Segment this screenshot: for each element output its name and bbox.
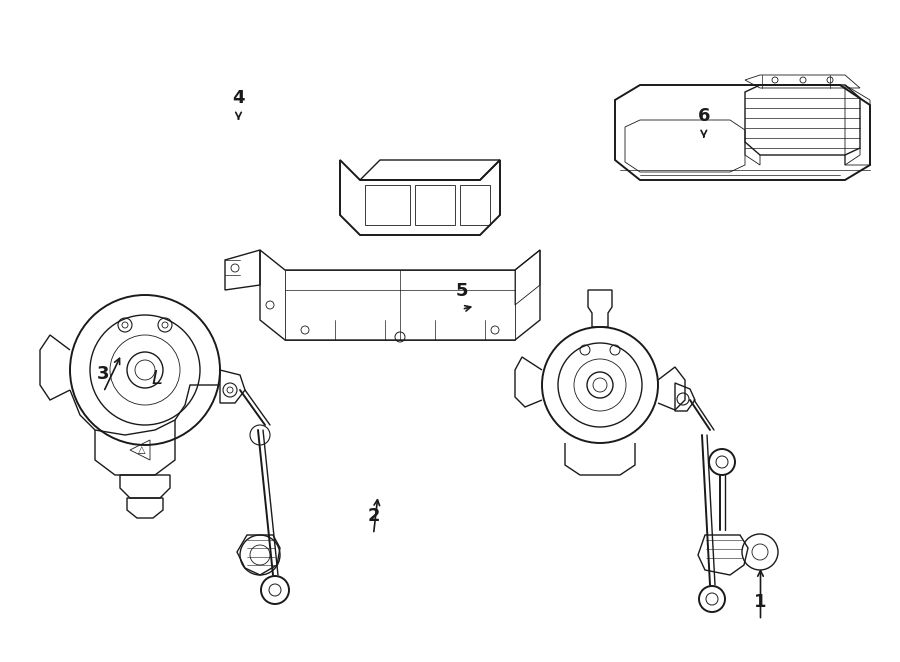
Text: 1: 1 <box>754 593 767 612</box>
Text: 5: 5 <box>455 282 468 301</box>
Text: L: L <box>151 369 162 387</box>
Text: △: △ <box>139 445 146 455</box>
Text: 3: 3 <box>97 365 110 383</box>
Text: 2: 2 <box>367 507 380 526</box>
Text: 6: 6 <box>698 107 710 125</box>
Text: 4: 4 <box>232 89 245 107</box>
